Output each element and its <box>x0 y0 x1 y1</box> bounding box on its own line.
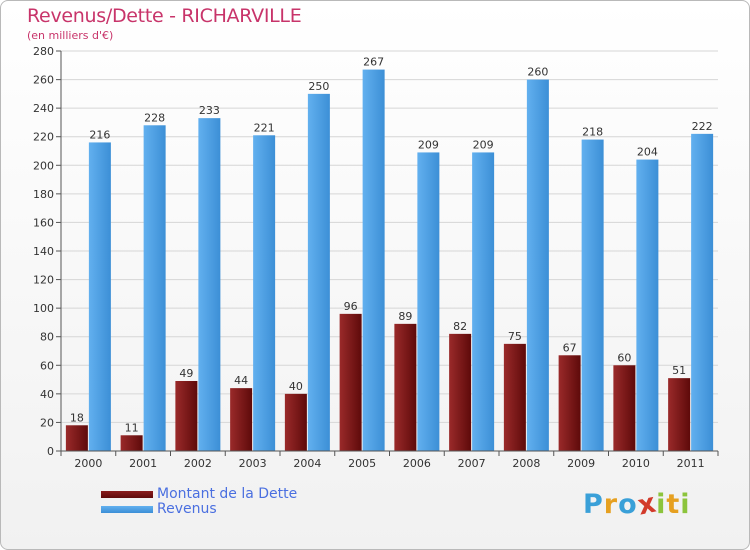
y-tick-label: 100 <box>33 302 54 315</box>
data-label-debt: 51 <box>672 364 686 377</box>
logo-letter: i <box>680 489 691 520</box>
x-tick-label: 2004 <box>293 457 321 470</box>
bar-debt-2006 <box>394 323 417 451</box>
y-tick-label: 280 <box>33 45 54 58</box>
bar-revenue-2001 <box>143 125 166 452</box>
axes <box>60 51 718 452</box>
y-tick-label: 200 <box>33 159 54 172</box>
data-label-debt: 44 <box>234 374 248 387</box>
proxiti-logo: Proxiti <box>583 487 691 521</box>
data-label-debt: 82 <box>453 320 467 333</box>
y-tick-label: 120 <box>33 274 54 287</box>
data-label-revenue: 221 <box>254 121 275 134</box>
y-tick-label: 140 <box>33 245 54 258</box>
data-label-revenue: 222 <box>692 120 713 133</box>
y-tick-label: 160 <box>33 216 54 229</box>
y-tick-label: 240 <box>33 102 54 115</box>
legend-swatch-debt <box>101 491 153 498</box>
legend-swatch-revenue <box>101 506 153 513</box>
bar-revenue-2002 <box>198 118 221 452</box>
chart-subtitle: (en milliers d'€) <box>27 29 114 42</box>
logo-letter: t <box>666 489 681 520</box>
bar-debt-2011 <box>668 378 691 451</box>
y-tick-label: 80 <box>40 331 54 344</box>
bar-revenue-2011 <box>691 133 714 451</box>
logo-letter: r <box>603 489 619 520</box>
bar-revenue-2004 <box>307 93 330 451</box>
bar-revenue-2007 <box>472 152 495 451</box>
y-tick-label: 260 <box>33 74 54 87</box>
data-label-revenue: 209 <box>418 138 439 151</box>
x-axis-ticks: 2000 2001 2002 2003 2004 2005 2006 2007 2008 2009… <box>60 451 719 470</box>
x-tick-label: 2005 <box>348 457 376 470</box>
grid-lines <box>61 50 718 423</box>
x-tick-label: 2006 <box>403 457 431 470</box>
x-tick-label: 2003 <box>239 457 267 470</box>
y-tick-label: 220 <box>33 131 54 144</box>
y-tick-label: 20 <box>40 416 54 429</box>
data-label-revenue: 228 <box>144 111 165 124</box>
y-tick-label: 180 <box>33 188 54 201</box>
y-tick-label: 0 <box>47 445 54 458</box>
bar-debt-2007 <box>449 333 472 451</box>
x-tick-label: 2009 <box>567 457 595 470</box>
data-label-debt: 11 <box>125 421 139 434</box>
data-label-debt: 60 <box>617 351 631 364</box>
bar-revenue-2008 <box>526 79 549 452</box>
data-label-debt: 67 <box>563 341 577 354</box>
bar-revenue-2003 <box>253 135 276 452</box>
x-tick-label: 2008 <box>512 457 540 470</box>
legend-item-debt: Montant de la Dette <box>101 487 297 502</box>
data-label-debt: 18 <box>70 411 84 424</box>
x-tick-label: 2007 <box>458 457 486 470</box>
data-label-revenue: 267 <box>363 56 384 69</box>
data-label-revenue: 209 <box>473 138 494 151</box>
bar-debt-2000 <box>65 425 88 451</box>
data-label-revenue: 260 <box>527 66 548 79</box>
bar-revenue-2006 <box>417 152 440 451</box>
x-tick-label: 2010 <box>622 457 650 470</box>
data-label-revenue: 216 <box>89 128 110 141</box>
data-label-revenue: 250 <box>308 80 329 93</box>
legend-label-debt: Montant de la Dette <box>157 486 298 502</box>
x-tick-label: 2002 <box>184 457 212 470</box>
bar-revenue-2000 <box>88 142 111 451</box>
bar-revenue-2009 <box>581 139 604 452</box>
bar-debt-2003 <box>230 388 253 451</box>
logo-letter: i <box>656 489 667 520</box>
data-label-debt: 96 <box>344 300 358 313</box>
y-tick-label: 60 <box>40 359 54 372</box>
bar-debt-2004 <box>284 393 307 451</box>
bar-debt-2005 <box>339 313 362 451</box>
bar-debt-2008 <box>503 343 526 451</box>
bar-debt-2010 <box>613 365 636 451</box>
legend-item-revenue: Revenus <box>101 502 297 517</box>
logo-letter: P <box>583 489 604 520</box>
y-axis-ticks: 0 20 40 60 80 100 120 140 160 180 200 220 240 260 280 <box>33 45 61 458</box>
x-tick-label: 2000 <box>74 457 102 470</box>
bar-debt-2001 <box>120 435 143 451</box>
data-label-debt: 49 <box>179 367 193 380</box>
logo-letter: o <box>618 489 638 520</box>
bar-revenue-2010 <box>636 159 659 452</box>
bar-debt-2009 <box>558 355 581 451</box>
data-label-revenue: 233 <box>199 104 220 117</box>
bars <box>65 69 714 452</box>
data-label-debt: 40 <box>289 380 303 393</box>
bar-revenue-2005 <box>362 69 385 452</box>
legend-label-revenue: Revenus <box>157 501 217 517</box>
bar-debt-2002 <box>175 381 198 451</box>
legend: Montant de la Dette Revenus <box>101 487 297 517</box>
x-tick-label: 2011 <box>677 457 705 470</box>
data-label-debt: 89 <box>398 310 412 323</box>
data-labels: 18 216 11 228 49 233 44 221 40 250 96 267 89 209 82 209… <box>70 56 713 435</box>
data-label-revenue: 218 <box>582 126 603 139</box>
data-label-revenue: 204 <box>637 146 658 159</box>
x-tick-label: 2001 <box>129 457 157 470</box>
chart-title: Revenus/Dette - RICHARVILLE <box>27 5 302 27</box>
y-tick-label: 40 <box>40 388 54 401</box>
data-label-debt: 75 <box>508 330 522 343</box>
